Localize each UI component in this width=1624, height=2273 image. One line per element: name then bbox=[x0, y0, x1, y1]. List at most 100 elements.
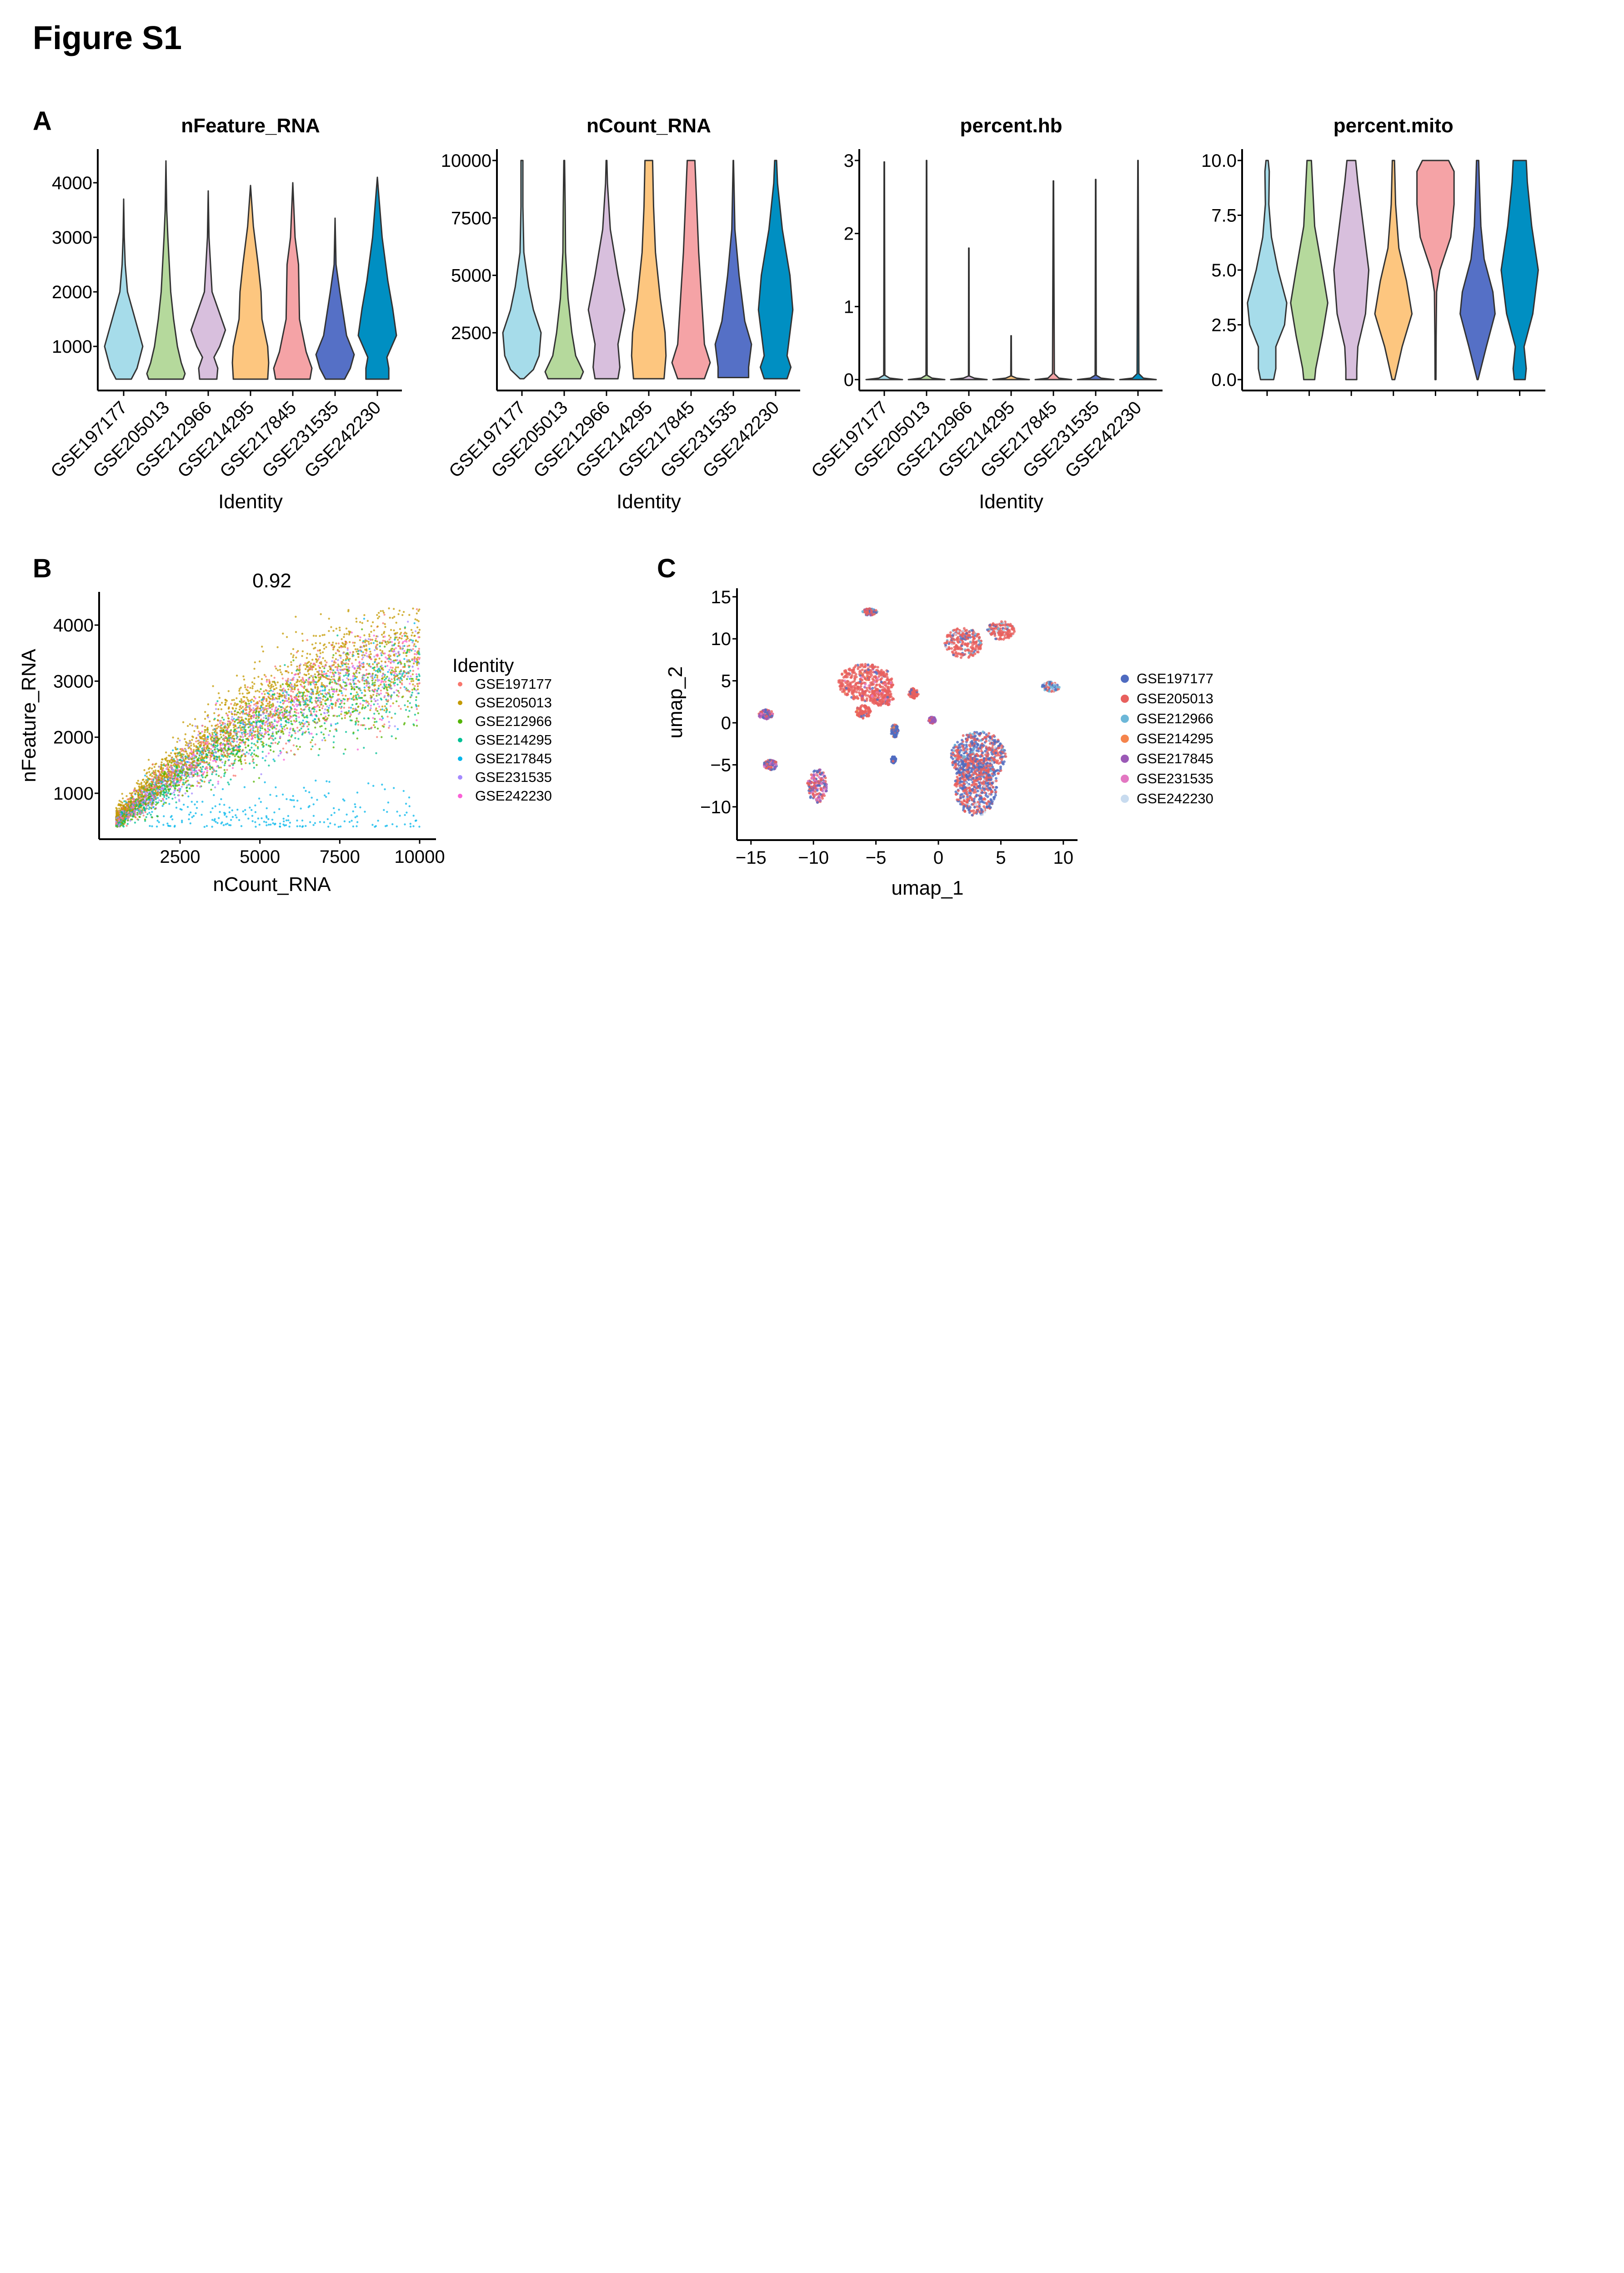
scatter-point bbox=[346, 813, 348, 816]
scatter-point bbox=[323, 685, 326, 687]
scatter-point bbox=[275, 684, 277, 686]
scatter-point bbox=[396, 700, 398, 702]
scatter-point bbox=[256, 734, 259, 736]
scatter-point bbox=[361, 679, 364, 682]
scatter-point bbox=[207, 716, 209, 719]
scatter-point bbox=[135, 790, 137, 792]
scatter-point bbox=[372, 663, 374, 666]
scatter-point bbox=[194, 725, 197, 727]
scatter-point bbox=[316, 722, 318, 724]
y-tick-label: 5.0 bbox=[1211, 260, 1237, 280]
scatter-point bbox=[127, 819, 129, 821]
scatter-point bbox=[387, 695, 390, 697]
scatter-point bbox=[301, 655, 303, 657]
scatter-point bbox=[312, 682, 315, 685]
scatter-point bbox=[219, 759, 221, 761]
scatter-point bbox=[312, 666, 314, 668]
scatter-point bbox=[200, 755, 203, 758]
scatter-point bbox=[397, 645, 400, 647]
scatter-point bbox=[274, 682, 276, 685]
scatter-point bbox=[155, 787, 158, 790]
scatter-point bbox=[397, 639, 399, 641]
scatter-point bbox=[296, 651, 298, 654]
scatter-point bbox=[343, 706, 345, 709]
scatter-point bbox=[158, 821, 160, 823]
scatter-point bbox=[318, 706, 321, 708]
scatter-point bbox=[398, 691, 401, 694]
scatter-point bbox=[359, 668, 361, 671]
plot-title: nFeature_RNA bbox=[181, 115, 320, 137]
scatter-point bbox=[227, 690, 230, 692]
scatter-point bbox=[165, 751, 167, 754]
scatter-point bbox=[242, 721, 244, 723]
scatter-point bbox=[222, 734, 225, 736]
scatter-point bbox=[255, 744, 257, 746]
scatter-point bbox=[359, 806, 361, 809]
scatter-point bbox=[417, 620, 420, 622]
scatter-point bbox=[268, 823, 270, 826]
violin-GSE214295 bbox=[231, 185, 270, 380]
scatter-point bbox=[384, 825, 387, 827]
scatter-point bbox=[185, 744, 187, 746]
scatter-point bbox=[251, 815, 254, 817]
scatter-point bbox=[132, 816, 134, 818]
scatter-point bbox=[141, 808, 144, 811]
scatter-point bbox=[406, 706, 409, 708]
scatter-point bbox=[251, 760, 254, 762]
scatter-point bbox=[268, 679, 271, 681]
scatter-point bbox=[233, 699, 235, 701]
scatter-point bbox=[415, 689, 417, 691]
scatter-point bbox=[385, 698, 387, 701]
scatter-point bbox=[381, 736, 383, 738]
scatter-point bbox=[282, 632, 284, 635]
scatter-point bbox=[389, 658, 391, 660]
scatter-point bbox=[373, 629, 375, 631]
scatter-point bbox=[293, 674, 296, 676]
scatter-point bbox=[352, 655, 355, 657]
scatter-point bbox=[228, 783, 230, 786]
scatter-point bbox=[356, 651, 358, 653]
scatter-point bbox=[236, 808, 239, 811]
scatter-point bbox=[196, 751, 199, 753]
scatter-point bbox=[349, 658, 351, 660]
scatter-point bbox=[298, 729, 301, 731]
scatter-point bbox=[252, 711, 255, 713]
scatter-point bbox=[328, 617, 330, 620]
scatter-point bbox=[404, 631, 406, 634]
scatter-point bbox=[328, 706, 330, 709]
scatter-point bbox=[250, 754, 252, 756]
scatter-point bbox=[247, 715, 250, 717]
scatter-point bbox=[376, 727, 379, 730]
scatter-point bbox=[288, 698, 290, 701]
scatter-point bbox=[268, 682, 271, 685]
scatter-point bbox=[384, 674, 386, 676]
scatter-point bbox=[319, 662, 321, 664]
scatter-point bbox=[312, 803, 315, 806]
scatter-point bbox=[373, 721, 376, 723]
scatter-point bbox=[292, 795, 294, 797]
scatter-point bbox=[267, 752, 270, 755]
scatter-point bbox=[391, 669, 393, 671]
scatter-point bbox=[368, 654, 371, 656]
scatter-point bbox=[164, 788, 166, 791]
scatter-point bbox=[275, 786, 277, 789]
scatter-point bbox=[228, 765, 231, 767]
scatter-point bbox=[221, 716, 224, 719]
scatter-point bbox=[144, 820, 146, 822]
scatter-point bbox=[279, 689, 281, 691]
y-tick-label: 4000 bbox=[52, 173, 92, 193]
scatter-point bbox=[318, 720, 321, 722]
scatter-point bbox=[266, 807, 268, 810]
scatter-point bbox=[119, 823, 121, 826]
scatter-point bbox=[372, 717, 374, 719]
scatter-point bbox=[305, 790, 307, 792]
scatter-point bbox=[416, 619, 418, 621]
scatter-point bbox=[396, 673, 398, 676]
scatter-point bbox=[337, 642, 340, 645]
scatter-point bbox=[351, 704, 354, 706]
scatter-point bbox=[243, 786, 246, 788]
scatter-point bbox=[172, 784, 174, 786]
scatter-point bbox=[287, 718, 290, 721]
scatter-point bbox=[239, 725, 241, 727]
